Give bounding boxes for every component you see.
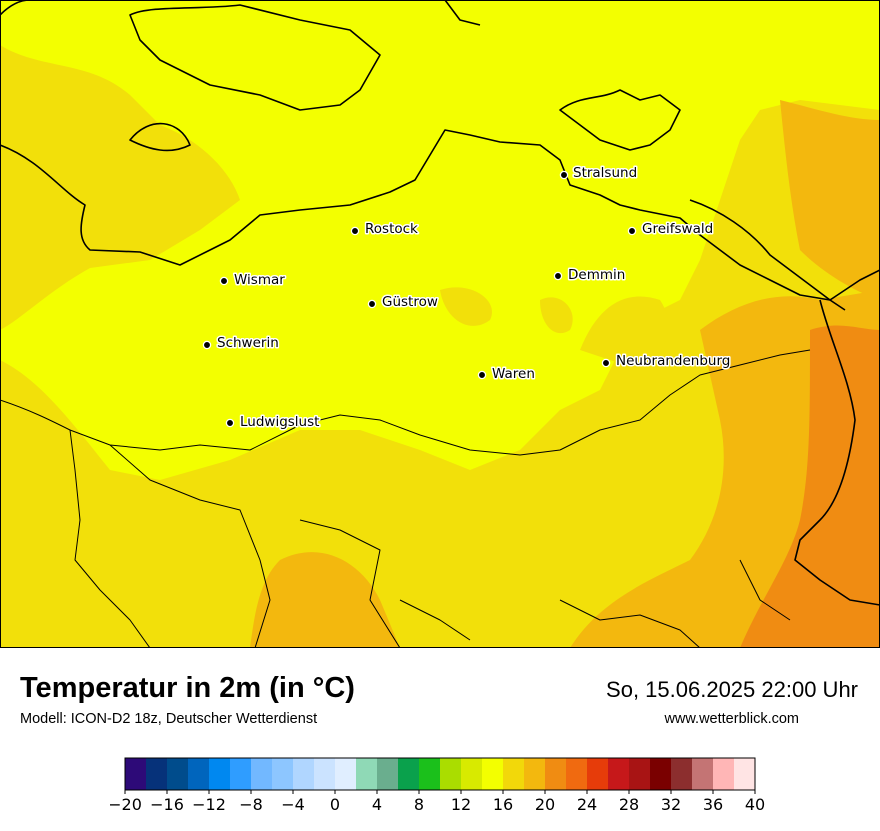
city-marker <box>202 340 212 350</box>
temperature-map: Stralsund Rostock Greifswald Wismar Demm… <box>0 0 880 648</box>
legend-swatch <box>608 758 630 790</box>
legend-bar: −20 −16 −12 −8 −4 0 4 8 12 16 20 24 28 32 36 40 <box>108 757 765 814</box>
legend-tick-label: −4 <box>281 795 305 814</box>
city-marker <box>627 226 637 236</box>
legend-swatch <box>545 758 567 790</box>
legend-swatch <box>482 758 504 790</box>
city-label: Güstrow <box>382 294 438 310</box>
legend-swatch <box>167 758 189 790</box>
temp-field-20 <box>740 325 880 648</box>
city-waren[interactable]: Waren <box>477 365 536 384</box>
city-marker <box>225 418 235 428</box>
legend-tick-label: 36 <box>703 795 723 814</box>
temp-field-14 <box>0 45 880 648</box>
legend-tick-label: 16 <box>493 795 513 814</box>
legend-swatch <box>335 758 357 790</box>
legend-swatch <box>713 758 735 790</box>
city-marker <box>553 271 563 281</box>
legend-tick-label: −16 <box>150 795 184 814</box>
color-legend: −20 −16 −12 −8 −4 0 4 8 12 16 20 24 28 32 36 40 <box>108 756 770 826</box>
website-link[interactable]: www.wetterblick.com <box>664 711 799 727</box>
legend-swatch <box>146 758 168 790</box>
city-label: Stralsund <box>573 165 637 181</box>
legend-swatch <box>419 758 441 790</box>
legend-swatch <box>293 758 315 790</box>
city-schwerin[interactable]: Schwerin <box>202 334 280 353</box>
legend-swatch <box>188 758 210 790</box>
legend-swatch <box>125 758 147 790</box>
legend-tick-label: 24 <box>577 795 597 814</box>
legend-tick-label: −12 <box>192 795 226 814</box>
legend-tick-label: 28 <box>619 795 639 814</box>
city-greifswald[interactable]: Greifswald <box>627 220 715 239</box>
legend-swatch <box>356 758 378 790</box>
city-label: Schwerin <box>217 335 279 351</box>
legend-tick-label: 0 <box>330 795 340 814</box>
model-info: Modell: ICON-D2 18z, Deutscher Wetterdie… <box>20 711 318 727</box>
city-markers: Stralsund Rostock Greifswald Wismar Demm… <box>202 164 732 432</box>
legend-swatch <box>734 758 756 790</box>
legend-swatch <box>524 758 546 790</box>
legend-swatch <box>587 758 609 790</box>
city-guestrow[interactable]: Güstrow <box>367 293 439 312</box>
city-wismar[interactable]: Wismar <box>219 271 287 290</box>
legend-tick-label: 12 <box>451 795 471 814</box>
city-marker <box>477 370 487 380</box>
legend-swatch <box>566 758 588 790</box>
legend-swatch <box>230 758 252 790</box>
city-label: Demmin <box>568 267 625 283</box>
legend-tick-label: 8 <box>414 795 424 814</box>
legend-swatch <box>671 758 693 790</box>
city-marker <box>601 358 611 368</box>
legend-tick-label: −20 <box>110 795 142 814</box>
city-rostock[interactable]: Rostock <box>350 220 420 239</box>
legend-swatch <box>209 758 231 790</box>
city-label: Rostock <box>365 221 418 237</box>
city-neubrandenburg[interactable]: Neubrandenburg <box>601 352 732 371</box>
legend-swatch <box>503 758 525 790</box>
legend-swatch <box>650 758 672 790</box>
legend-tick-label: 32 <box>661 795 681 814</box>
city-marker <box>350 226 360 236</box>
state-borders <box>0 349 811 648</box>
legend-tick-label: 4 <box>372 795 382 814</box>
city-marker <box>367 299 377 309</box>
city-label: Greifswald <box>642 221 713 237</box>
legend-swatch <box>272 758 294 790</box>
map-canvas: Stralsund Rostock Greifswald Wismar Demm… <box>0 0 880 648</box>
city-label: Ludwigslust <box>240 414 319 430</box>
legend-swatch <box>251 758 273 790</box>
legend-swatch <box>314 758 336 790</box>
legend-swatch <box>692 758 714 790</box>
city-label: Waren <box>492 366 535 382</box>
legend-swatch <box>629 758 651 790</box>
city-marker <box>219 276 229 286</box>
map-title: Temperatur in 2m (in °C) <box>20 672 355 704</box>
city-demmin[interactable]: Demmin <box>553 266 627 285</box>
city-label: Wismar <box>234 272 285 288</box>
city-ludwigslust[interactable]: Ludwigslust <box>225 413 321 432</box>
legend-frame <box>124 757 756 791</box>
legend-tick-label: −8 <box>239 795 263 814</box>
coastline <box>0 0 880 606</box>
legend-tick-label: 20 <box>535 795 555 814</box>
city-marker <box>559 170 569 180</box>
city-stralsund[interactable]: Stralsund <box>559 164 639 183</box>
legend-tick-label: 40 <box>745 795 765 814</box>
legend-swatch <box>377 758 399 790</box>
legend-swatch <box>461 758 483 790</box>
legend-swatch <box>440 758 462 790</box>
city-label: Neubrandenburg <box>616 353 730 369</box>
forecast-datetime: So, 15.06.2025 22:00 Uhr <box>606 677 858 702</box>
legend-swatch <box>398 758 420 790</box>
